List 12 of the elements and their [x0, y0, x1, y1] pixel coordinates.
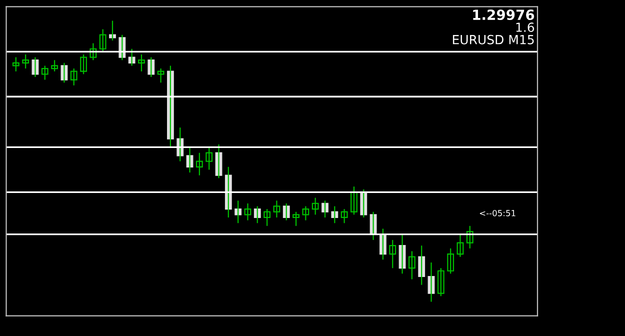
candlestick — [12, 56, 20, 72]
candlestick — [22, 54, 30, 70]
candlestick — [128, 48, 136, 66]
text: <--05:51 — [480, 210, 516, 216]
candlestick — [292, 211, 300, 226]
candlestick — [80, 54, 87, 75]
text: 1.29976 — [473, 10, 534, 20]
annotation: EURUSD M15 — [452, 34, 534, 44]
candlestick — [51, 60, 58, 72]
candlestick — [196, 152, 203, 176]
candlestick — [138, 54, 145, 72]
text: 1.6 — [516, 22, 534, 32]
